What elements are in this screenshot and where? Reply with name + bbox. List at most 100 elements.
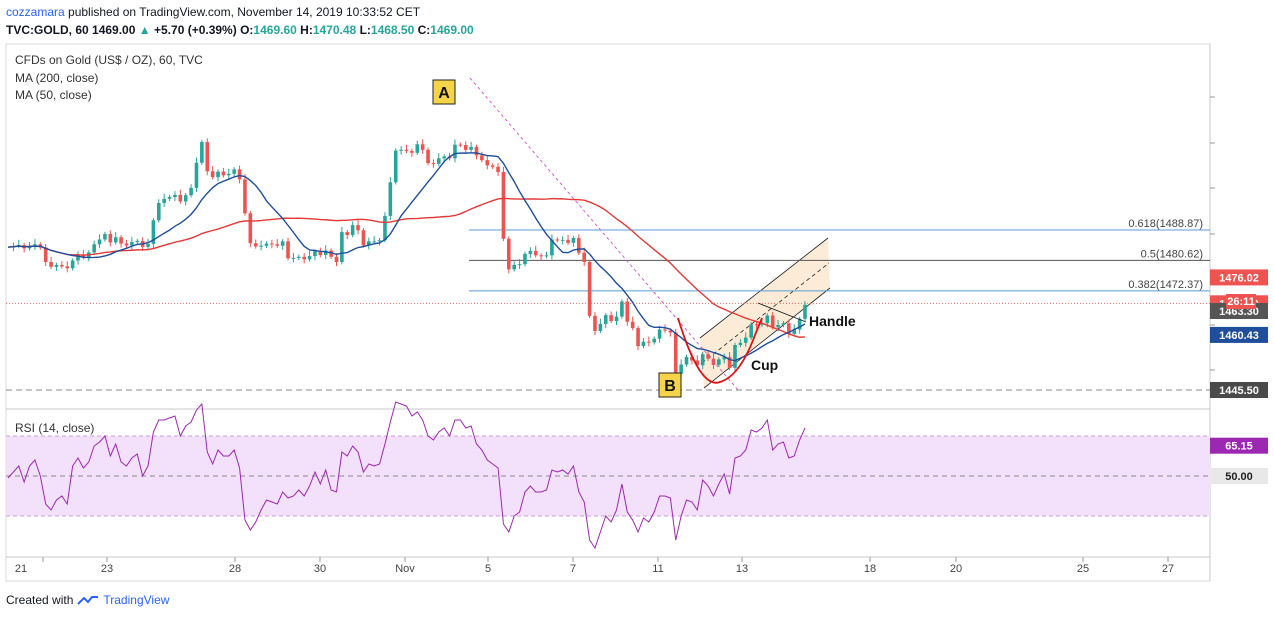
candle-body xyxy=(657,329,662,339)
candle-body xyxy=(372,241,376,243)
ascending-channel[interactable] xyxy=(699,237,831,389)
grid-lines xyxy=(42,96,1215,562)
candle-body xyxy=(523,253,527,265)
fib-label-0.382: 0.382(1472.37) xyxy=(1128,279,1203,291)
x-tick-label: 18 xyxy=(864,563,876,575)
candle-body xyxy=(776,325,780,328)
candle-body xyxy=(765,315,770,324)
candle-body xyxy=(313,251,317,257)
candle-body xyxy=(410,150,414,153)
candle-body xyxy=(345,232,350,236)
candle-body xyxy=(65,266,70,269)
candle-body xyxy=(507,238,511,270)
label-b-text: B xyxy=(664,378,676,395)
legend-ma50: MA (50, close) xyxy=(15,88,92,102)
tradingview-link[interactable]: TradingView xyxy=(103,593,170,607)
candle-body xyxy=(749,324,753,338)
rsi-mid-label-bg xyxy=(1210,468,1268,484)
low-value: 1468.50 xyxy=(370,23,415,37)
candle-body xyxy=(97,239,102,245)
candle-body xyxy=(194,162,199,188)
candle-body xyxy=(673,332,678,374)
candle-body xyxy=(501,171,506,239)
candle-body xyxy=(550,239,554,256)
price-label-4-bg xyxy=(1210,382,1268,398)
candle-body xyxy=(733,344,737,368)
x-tick-label: 28 xyxy=(229,563,241,575)
drawings[interactable]: A B Cup Handle xyxy=(432,77,856,398)
publish-info: cozzamara published on TradingView.com, … xyxy=(6,5,420,19)
candle-body xyxy=(221,171,226,176)
candle-body xyxy=(33,244,37,246)
candle-body xyxy=(280,241,285,246)
candle-body xyxy=(361,230,366,246)
fibonacci-retracement[interactable]: 0.618(1488.87) 0.5(1480.62) 0.382(1472.37) xyxy=(6,218,1210,391)
open-value: 1469.60 xyxy=(253,23,297,37)
candle-body xyxy=(442,156,446,159)
author-link[interactable]: cozzamara xyxy=(6,5,65,19)
candlestick-series xyxy=(11,138,807,378)
rsi-polyline xyxy=(7,401,806,550)
candle-body xyxy=(103,233,107,240)
axis-labels: 21232830Nov571113182025271476.021469.001… xyxy=(15,269,1268,575)
candle-body xyxy=(275,244,280,246)
candle-body xyxy=(663,329,667,331)
candle-body xyxy=(469,146,473,150)
fib-label-0.618: 0.618(1488.87) xyxy=(1128,218,1203,230)
candle-body xyxy=(216,171,220,178)
candle-body xyxy=(189,187,193,196)
candle-body xyxy=(474,146,479,156)
candle-body xyxy=(517,264,522,266)
candle-body xyxy=(555,239,560,241)
candle-body xyxy=(743,337,748,343)
close-value: 1469.00 xyxy=(430,23,474,37)
x-tick-label: 21 xyxy=(15,563,27,575)
cup-curve xyxy=(677,317,763,384)
countdown-bg xyxy=(1226,294,1256,309)
candle-body xyxy=(318,251,323,255)
candle-body xyxy=(264,243,269,246)
candle-body xyxy=(151,220,156,244)
fib-label-0.5: 0.5(1480.62) xyxy=(1141,248,1203,260)
candle-body xyxy=(695,360,700,366)
candle-body xyxy=(92,244,96,253)
price-label-0-bg xyxy=(1210,269,1268,286)
candle-body xyxy=(754,324,759,326)
candle-body xyxy=(700,354,705,366)
candle-body xyxy=(162,198,166,203)
candle-body xyxy=(393,150,398,183)
candle-body xyxy=(270,243,274,245)
candle-body xyxy=(625,301,630,322)
rsi-last-label-bg xyxy=(1210,437,1268,454)
channel-lower xyxy=(703,287,831,389)
handle-label: Handle xyxy=(809,313,856,329)
candle-body xyxy=(253,243,258,247)
price-label-3-text: 1460.43 xyxy=(1219,330,1259,342)
candle-body xyxy=(205,142,210,172)
candle-body xyxy=(560,239,565,241)
candle-body xyxy=(350,225,355,236)
candle-body xyxy=(146,243,150,247)
candle-body xyxy=(614,316,619,322)
candle-body xyxy=(593,315,597,331)
candle-body xyxy=(512,264,517,270)
ma50-line xyxy=(7,152,806,362)
cup-label: Cup xyxy=(751,357,778,373)
candle-body xyxy=(420,144,425,150)
candle-body xyxy=(49,261,53,267)
candle-body xyxy=(54,264,59,267)
label-a-box xyxy=(432,79,456,105)
candle-body xyxy=(226,173,231,176)
candle-body xyxy=(437,158,441,164)
candle-body xyxy=(183,195,188,202)
x-tick-label: 7 xyxy=(570,563,576,575)
candle-body xyxy=(620,301,624,317)
candle-body xyxy=(533,250,538,256)
candle-body xyxy=(286,241,290,259)
candle-body xyxy=(797,318,802,330)
x-tick-label: 13 xyxy=(736,563,748,575)
candle-body xyxy=(200,142,204,163)
moving-averages xyxy=(7,152,806,362)
x-tick-label: 5 xyxy=(485,563,491,575)
